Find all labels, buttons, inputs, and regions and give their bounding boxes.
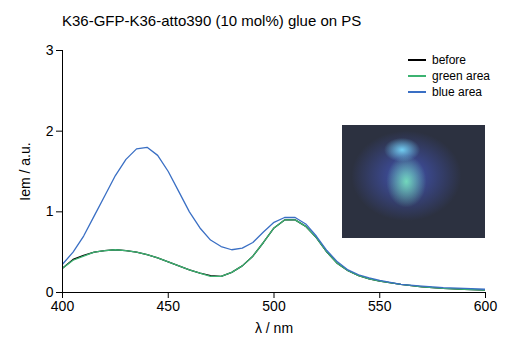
svg-text:3: 3 [46,42,54,58]
svg-text:600: 600 [474,298,498,314]
svg-text:550: 550 [368,298,392,314]
svg-text:450: 450 [157,298,181,314]
svg-text:Iem / a.u.: Iem / a.u. [17,142,33,200]
svg-text:500: 500 [262,298,286,314]
svg-text:0: 0 [46,284,54,300]
svg-text:λ / nm: λ / nm [255,320,293,336]
svg-text:2: 2 [46,123,54,139]
html-text:K36-GFP-K36-atto390 (10 mol%): K36-GFP-K36-atto390 (10 mol%) glue on PS [62,12,362,29]
svg-text:400: 400 [51,298,75,314]
html-text:blue area: blue area [432,85,482,99]
html-text:green area: green area [432,69,490,83]
svg-text:1: 1 [46,203,54,219]
html-text:before: before [432,53,466,67]
